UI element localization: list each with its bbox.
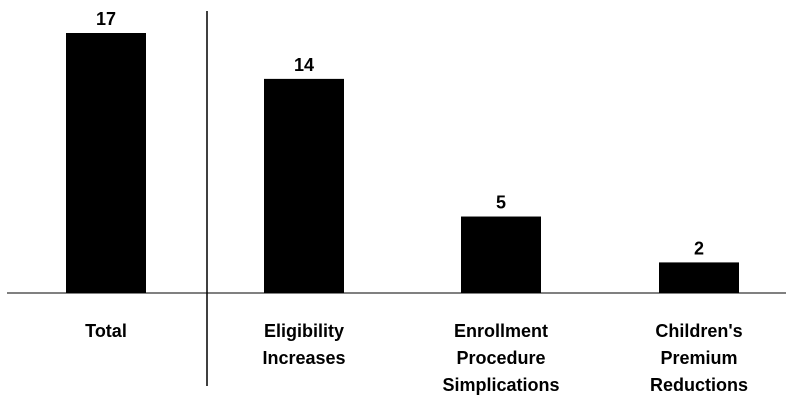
category-label-3-line-0: Children's [655,321,742,341]
category-label-2-line-0: Enrollment [454,321,548,341]
category-label-1: Eligibility Increases [262,321,345,368]
category-label-3-line-2: Reductions [650,375,748,395]
category-label-2: Enrollment Procedure Simplications [442,321,559,395]
category-label-1-line-1: Increases [262,348,345,368]
category-label-3: Children's Premium Reductions [650,321,748,395]
value-label-2: 5 [496,193,506,213]
bars-layer [66,33,739,293]
category-label-0: Total [85,321,127,341]
value-label-1: 14 [294,55,314,75]
category-label-3-line-1: Premium [660,348,737,368]
value-label-3: 2 [694,238,704,258]
category-label-1-line-0: Eligibility [264,321,344,341]
category-label-0-line-0: Total [85,321,127,341]
category-labels-layer: Total Eligibility Increases Enrollment Proce… [85,321,748,395]
bar-2 [461,216,541,293]
value-label-0: 17 [96,9,116,29]
category-label-2-line-1: Procedure [456,348,545,368]
bar-1 [264,78,344,293]
bar-3 [659,262,739,293]
value-labels-layer: 17 14 5 2 [96,9,704,258]
category-label-2-line-2: Simplications [442,375,559,395]
bar-0 [66,33,146,293]
